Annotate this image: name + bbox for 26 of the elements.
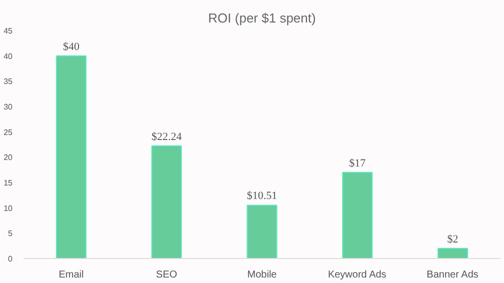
x-tick-label: SEO <box>156 270 178 280</box>
y-tick-label: 20 <box>4 153 14 162</box>
bar <box>56 55 86 258</box>
bar <box>438 248 468 258</box>
y-tick-label: 40 <box>4 52 14 61</box>
y-tick-label: 35 <box>4 77 14 86</box>
x-tick-label: Keyword Ads <box>328 270 386 280</box>
chart-title: ROI (per $1 spent) <box>208 10 316 26</box>
data-label: $40 <box>62 40 80 53</box>
y-tick-label: 30 <box>4 102 14 112</box>
x-tick-label: Mobile <box>247 270 278 280</box>
x-tick-label: Email <box>58 270 84 280</box>
data-label: $22.24 <box>151 130 182 143</box>
bar <box>246 204 278 258</box>
bar <box>342 172 373 258</box>
y-tick-label: 25 <box>4 128 14 137</box>
y-tick-label: 0 <box>8 254 14 264</box>
data-label: $10.51 <box>246 190 278 202</box>
y-tick-label: 45 <box>4 26 14 36</box>
bar <box>151 145 182 258</box>
data-label: $2 <box>447 233 458 246</box>
x-tick-label: Banner Ads <box>426 270 478 280</box>
y-tick-label: 10 <box>4 204 14 213</box>
data-label: $17 <box>349 157 366 170</box>
y-tick-label: 15 <box>4 178 14 188</box>
y-tick-label: 5 <box>8 229 14 238</box>
